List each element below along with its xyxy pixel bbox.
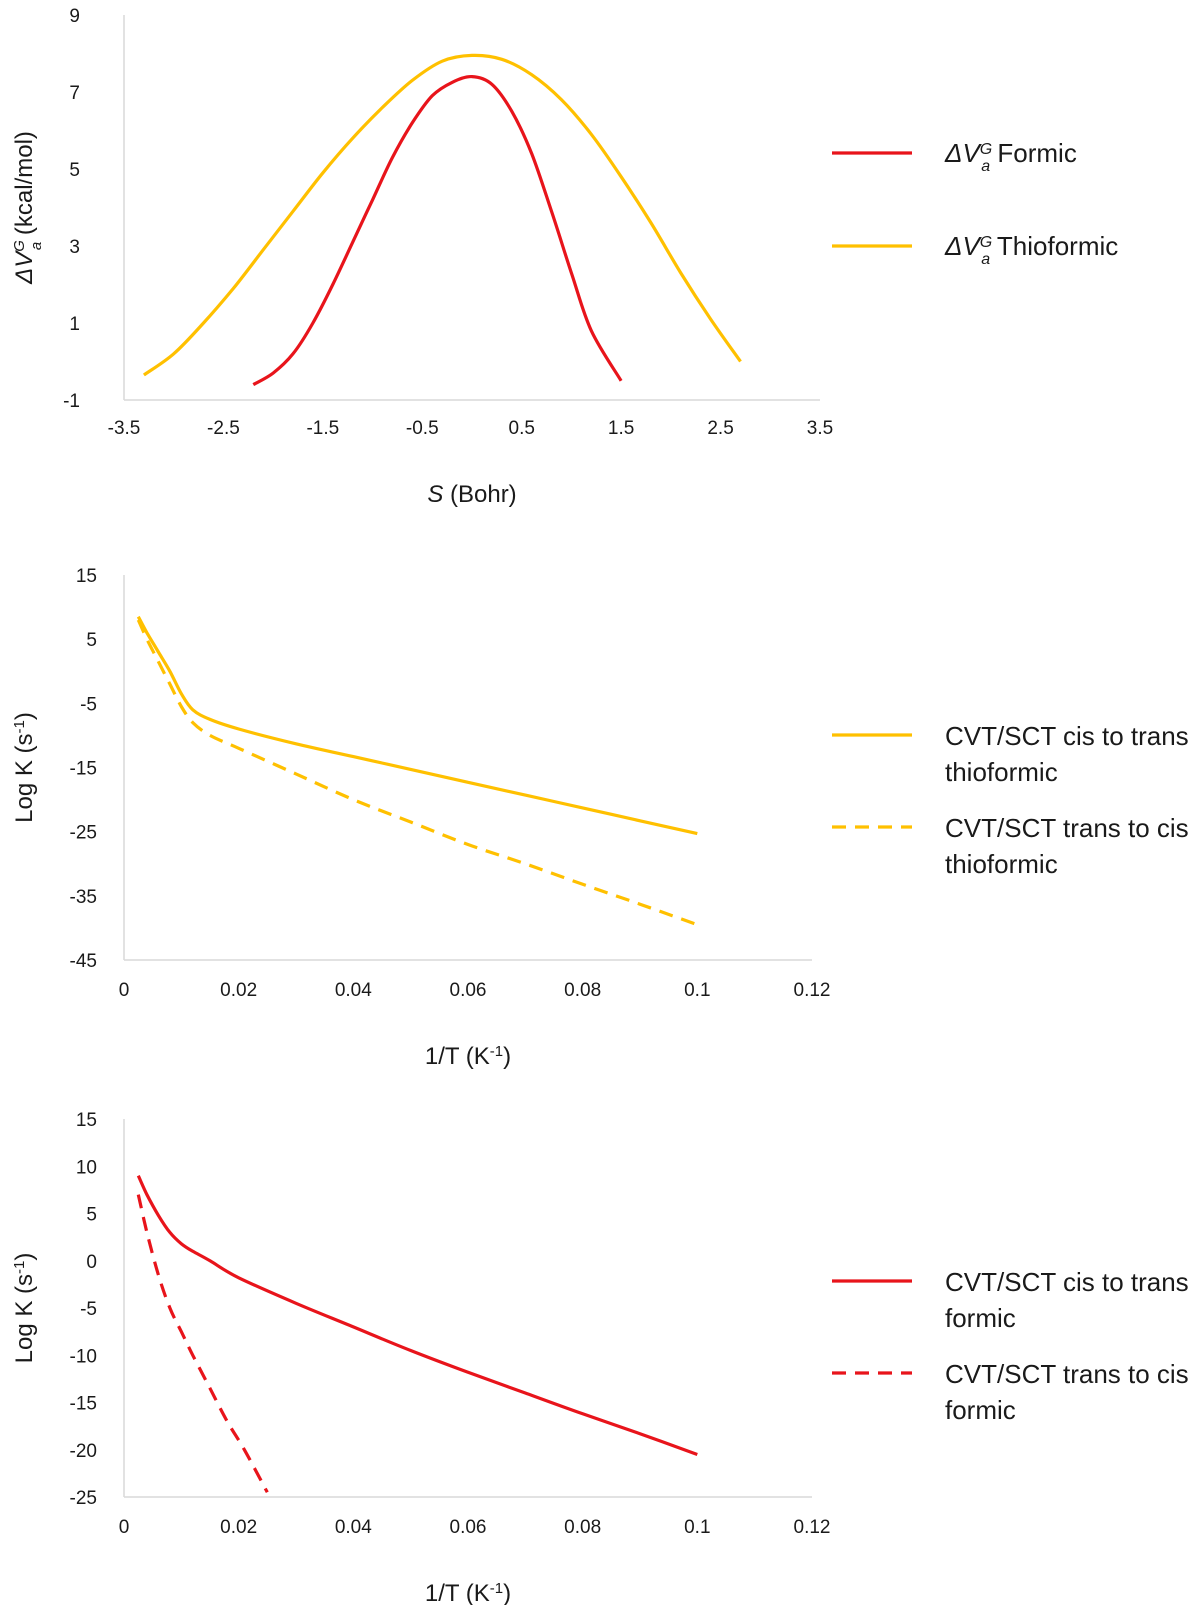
x-axis-label-text: 1/T (K xyxy=(425,1580,490,1605)
x-tick-label: 1.5 xyxy=(608,418,634,439)
x-tick-label: 0.12 xyxy=(794,1517,831,1538)
x-tick-label: 0.1 xyxy=(684,1517,710,1538)
series-line-2 xyxy=(136,619,698,927)
y-tick-label: -20 xyxy=(70,1441,97,1462)
x-tick-label: -3.5 xyxy=(108,418,141,439)
y-tick-label: 7 xyxy=(69,83,80,104)
x-axis-label-close: ) xyxy=(503,1580,511,1605)
chart-2: 0 0.02 0.04 0.06 0.08 0.1 0.12 -45 -35 -25 -15 -5 5 1… xyxy=(11,566,1189,1070)
x-tick-label: 0.02 xyxy=(220,980,257,1001)
legend-symbol: ΔV xyxy=(944,138,982,168)
y-tick-label: -45 xyxy=(70,951,97,972)
legend-subscript: a xyxy=(981,251,990,268)
series-line-1 xyxy=(252,74,623,387)
y-tick-label: -25 xyxy=(70,823,97,844)
y-tick-label: 3 xyxy=(69,237,80,258)
y-tick-label: 15 xyxy=(76,1110,97,1131)
legend-label-2-line1: CVT/SCT trans to cis xyxy=(945,813,1189,843)
y-axis-label: Log K (s-1) xyxy=(11,1253,39,1364)
y-tick-label: -10 xyxy=(70,1346,97,1367)
legend-label-1-line1: CVT/SCT cis to trans xyxy=(945,721,1189,751)
series-line-1 xyxy=(136,1175,698,1457)
legend-label-1-line2: formic xyxy=(945,1303,1016,1333)
y-axis-label-unit: (kcal/mol) xyxy=(11,131,38,242)
x-tick-label: 0.1 xyxy=(684,980,710,1001)
x-axis-label: S (Bohr) xyxy=(427,481,516,508)
y-axis-label-symbol: ΔV xyxy=(11,250,38,285)
y-tick-label: 10 xyxy=(76,1157,97,1178)
series-line-2 xyxy=(142,53,742,377)
legend-superscript: G xyxy=(980,234,992,251)
y-axis-label-superscript: -1 xyxy=(11,720,28,733)
x-tick-label: -2.5 xyxy=(207,418,240,439)
y-axis-label-superscript: G xyxy=(11,240,28,252)
x-tick-label: -1.5 xyxy=(306,418,339,439)
x-tick-label: 0 xyxy=(119,980,130,1001)
legend-superscript: G xyxy=(980,141,992,158)
y-tick-label: 9 xyxy=(69,6,80,27)
x-tick-label: 0.08 xyxy=(564,980,601,1001)
y-tick-label: 0 xyxy=(86,1252,97,1273)
legend-symbol: ΔV xyxy=(944,231,982,261)
x-tick-label: 0 xyxy=(119,1517,130,1538)
y-tick-label: -5 xyxy=(80,694,97,715)
x-axis-label: 1/T (K-1) xyxy=(425,1043,511,1071)
x-tick-label: 3.5 xyxy=(807,418,833,439)
x-axis-label-superscript: -1 xyxy=(490,1580,503,1597)
x-axis-label: 1/T (K-1) xyxy=(425,1580,511,1605)
x-tick-label: -0.5 xyxy=(406,418,439,439)
x-tick-label: 0.08 xyxy=(564,1517,601,1538)
legend-label-2: ΔVG a Thioformic xyxy=(944,231,1118,268)
x-tick-label: 0.5 xyxy=(509,418,535,439)
legend-label-2-line1: CVT/SCT trans to cis xyxy=(945,1359,1189,1389)
x-axis-label-text: 1/T (K xyxy=(425,1043,490,1070)
y-tick-label: -15 xyxy=(70,1394,97,1415)
legend-label-2-line2: thioformic xyxy=(945,849,1058,879)
chart-1: -3.5 -2.5 -1.5 -0.5 0.5 1.5 2.5 3.5 -1 1 3 5 7 9 S (Bo… xyxy=(11,6,1119,508)
y-tick-label: -15 xyxy=(70,759,97,780)
x-tick-label: 0.12 xyxy=(794,980,831,1001)
x-axis-label-unit: (Bohr) xyxy=(443,481,516,508)
x-tick-label: 0.06 xyxy=(450,980,487,1001)
x-axis-label-variable: S xyxy=(427,481,443,508)
y-axis-label-superscript: -1 xyxy=(11,1261,28,1274)
x-axis-label-superscript: -1 xyxy=(490,1043,503,1060)
legend-text: Formic xyxy=(990,138,1077,168)
x-tick-label: 2.5 xyxy=(707,418,733,439)
y-axis-label-text: Log K (s xyxy=(11,733,38,822)
y-axis-label-subscript: a xyxy=(28,242,45,250)
y-axis-label-text: Log K (s xyxy=(11,1274,38,1363)
x-axis-label-close: ) xyxy=(503,1043,511,1070)
y-axis-label-close: ) xyxy=(11,1253,38,1261)
y-tick-label: 1 xyxy=(69,314,80,335)
y-tick-label: 5 xyxy=(86,1205,97,1226)
legend-label-2-line2: formic xyxy=(945,1395,1016,1425)
chart-3: 0 0.02 0.04 0.06 0.08 0.1 0.12 -25 -20 -15 -10 -5 0 5… xyxy=(11,1110,1189,1605)
y-tick-label: 5 xyxy=(86,630,97,651)
y-tick-label: -35 xyxy=(70,887,97,908)
x-tick-label: 0.06 xyxy=(450,1517,487,1538)
y-tick-label: -5 xyxy=(80,1299,97,1320)
y-axis-label-close: ) xyxy=(11,712,38,720)
x-tick-label: 0.04 xyxy=(335,980,372,1001)
series-line-1 xyxy=(136,615,698,836)
y-tick-label: -1 xyxy=(63,391,80,412)
legend-label-1-line1: CVT/SCT cis to trans xyxy=(945,1267,1189,1297)
x-tick-label: 0.02 xyxy=(220,1517,257,1538)
legend-label-1: ΔVG a Formic xyxy=(944,138,1077,175)
x-tick-label: 0.04 xyxy=(335,1517,372,1538)
y-axis-label: ΔVGa (kcal/mol) xyxy=(11,131,45,285)
y-tick-label: -25 xyxy=(70,1488,97,1509)
y-axis-label: Log K (s-1) xyxy=(11,712,39,823)
y-tick-label: 15 xyxy=(76,566,97,587)
legend-text: Thioformic xyxy=(990,231,1118,261)
series-line-2 xyxy=(136,1194,269,1494)
legend-subscript: a xyxy=(981,158,990,175)
legend-label-1-line2: thioformic xyxy=(945,757,1058,787)
y-tick-label: 5 xyxy=(69,160,80,181)
